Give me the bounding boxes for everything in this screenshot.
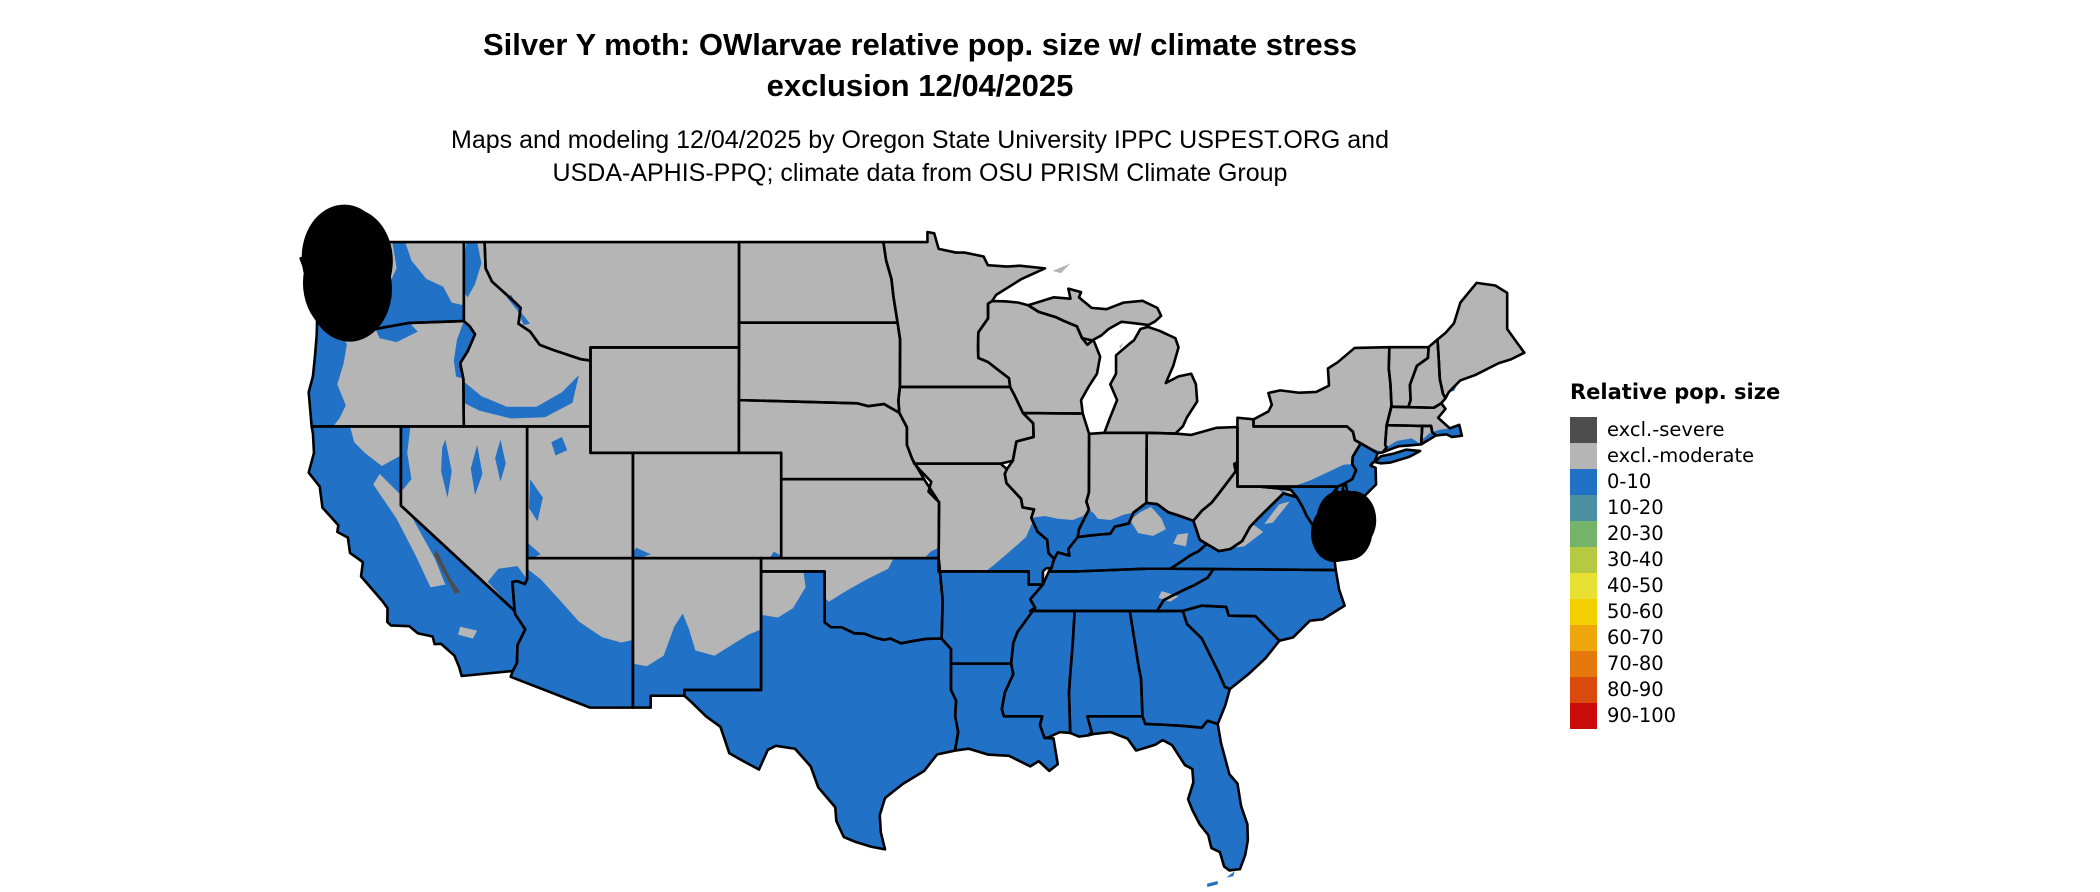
patch-owens-valley-severe: [433, 550, 461, 594]
legend-swatch: [1570, 625, 1597, 651]
patch-idaho-panhandle-blue: [463, 242, 482, 298]
legend-item: 50-60: [1570, 599, 1780, 625]
patch-indiana-south-blue: [1077, 509, 1134, 538]
legend-item: 60-70: [1570, 625, 1780, 651]
patch-utah-west-blue: [529, 479, 543, 522]
legend-item: excl.-moderate: [1570, 443, 1780, 469]
legend-item: excl.-severe: [1570, 417, 1780, 443]
legend-title: Relative pop. size: [1570, 380, 1781, 404]
legend-label: 30-40: [1607, 548, 1664, 571]
legend-label: excl.-moderate: [1607, 444, 1755, 467]
puget-sound: [301, 204, 393, 342]
map-title: Silver Y moth: OWlarvae relative pop. si…: [0, 24, 1840, 106]
patch-texas-panhandle-gray: [761, 571, 806, 618]
patch-kansas-se-blue: [924, 547, 939, 559]
legend-swatch: [1570, 443, 1597, 469]
patch-utah-stgeorge-blue: [527, 542, 541, 559]
legend-item: 70-80: [1570, 651, 1780, 677]
legend-swatch: [1570, 495, 1597, 521]
patch-new-mexico-south-blue: [632, 613, 762, 708]
legend-swatch: [1570, 521, 1597, 547]
patch-montana-valleys-blue: [506, 294, 531, 326]
legend-label: 90-100: [1607, 704, 1677, 727]
legend-swatch: [1570, 599, 1597, 625]
patch-nevada-valley2-blue: [470, 444, 483, 495]
patch-socal-mountains-gray: [458, 626, 478, 639]
legend-item: 0-10: [1570, 469, 1780, 495]
patch-kentucky-bluegrass-gray: [1129, 506, 1166, 536]
isle-royale: [1052, 263, 1071, 274]
legend-label: 40-50: [1607, 574, 1664, 597]
state-colorado: [632, 452, 782, 559]
legend-swatch: [1570, 651, 1597, 677]
patch-sierra-nevada-gray: [373, 473, 446, 588]
patch-illinois-south-blue: [1031, 509, 1089, 560]
state-michigan-lower: [1104, 326, 1198, 434]
legend-item: 30-40: [1570, 547, 1780, 573]
maryland-virginia-shore-border: [1310, 502, 1373, 563]
patch-nevada-south-blue: [487, 566, 528, 611]
legend: Relative pop. size excl.-severe excl.-mo…: [1570, 380, 1780, 729]
florida-keys-east: [1226, 871, 1235, 878]
patch-washington-northeast-gray: [405, 242, 464, 306]
state-maine: [1437, 282, 1525, 399]
legend-swatch: [1570, 469, 1597, 495]
patch-arizona-plateau-gray: [527, 558, 633, 643]
patch-nevada-valley1-blue: [441, 439, 452, 498]
patch-missouri-southeast-blue: [985, 517, 1055, 585]
legend-item: 90-100: [1570, 703, 1780, 729]
patch-oklahoma-northwest-gray: [761, 558, 894, 602]
patch-idaho-snake-plain-blue: [463, 375, 579, 419]
patch-nevada-west-blue: [400, 426, 412, 490]
patch-colorado-se-blue: [769, 551, 782, 559]
legend-label: 70-80: [1607, 652, 1664, 675]
map-subtitle-line1: Maps and modeling 12/04/2025 by Oregon S…: [451, 126, 1389, 154]
legend-label: 20-30: [1607, 522, 1664, 545]
state-kansas: [781, 479, 940, 559]
legend-item: 40-50: [1570, 573, 1780, 599]
manitou-island: [1119, 343, 1124, 349]
state-wyoming: [590, 347, 740, 453]
map-subtitle: Maps and modeling 12/04/2025 by Oregon S…: [0, 124, 1840, 190]
legend-label: 80-90: [1607, 678, 1664, 701]
patch-colorado-sw-blue: [632, 547, 651, 559]
legend-swatch: [1570, 573, 1597, 599]
orcas-island: [334, 253, 338, 258]
patch-nevada-valley3-blue: [495, 439, 506, 482]
patch-utah-gsl-blue: [551, 437, 568, 456]
legend-item: 20-30: [1570, 521, 1780, 547]
state-north-dakota: [739, 242, 898, 323]
legend-swatch: [1570, 417, 1597, 443]
legend-label: 50-60: [1607, 600, 1664, 623]
legend-label: 60-70: [1607, 626, 1664, 649]
patch-kentucky-east-gray: [1173, 533, 1189, 547]
florida-keys-west: [1207, 881, 1218, 888]
legend-label: 0-10: [1607, 470, 1652, 493]
patch-california-northeast-gray: [350, 426, 401, 466]
patch-virginia-ridge2-gray: [1264, 501, 1290, 524]
legend-swatch: [1570, 703, 1597, 729]
water-features-layer: [301, 204, 1377, 563]
map-title-line2: exclusion 12/04/2025: [766, 68, 1074, 103]
legend-swatch: [1570, 677, 1597, 703]
map-title-line1: Silver Y moth: OWlarvae relative pop. si…: [482, 27, 1358, 62]
map-subtitle-line2: USDA-APHIS-PPQ; climate data from OSU PR…: [552, 159, 1288, 187]
legend-label: excl.-severe: [1607, 418, 1725, 441]
state-florida: [1087, 716, 1248, 871]
patch-oregon-coast-blue: [308, 315, 347, 427]
legend-label: 10-20: [1607, 496, 1664, 519]
state-south-dakota: [738, 322, 901, 413]
legend-item: 10-20: [1570, 495, 1780, 521]
san-juan-island: [338, 251, 342, 256]
legend-swatch: [1570, 547, 1597, 573]
legend-item: 80-90: [1570, 677, 1780, 703]
patch-pennsylvania-southeast-blue: [1292, 464, 1357, 487]
